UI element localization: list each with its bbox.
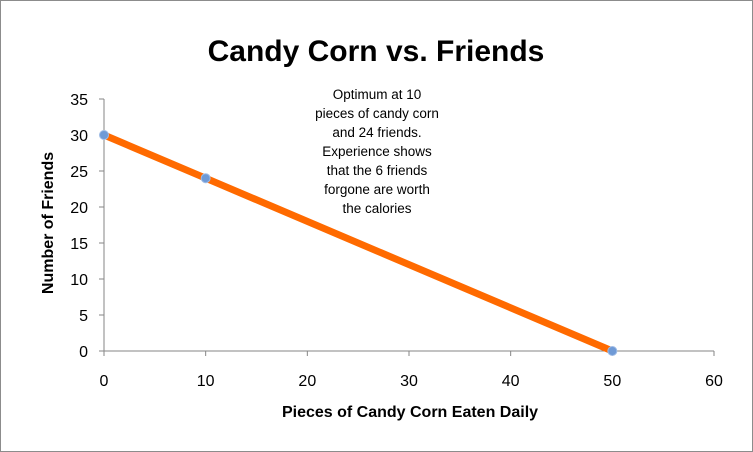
x-tick-label: 40 <box>502 373 520 390</box>
x-tick-label: 10 <box>197 373 215 390</box>
annotation-line: Experience shows <box>322 144 432 159</box>
annotation-text: Optimum at 10 pieces of candy corn and 24 … <box>315 87 439 216</box>
y-tick-label: 0 <box>79 344 88 361</box>
y-tick-label: 35 <box>70 92 88 109</box>
x-tick-label: 50 <box>603 373 621 390</box>
annotation-line: that the 6 friends <box>327 163 428 178</box>
annotation-line: pieces of candy corn <box>315 106 439 121</box>
annotation-line: forgone are worth <box>324 182 430 197</box>
y-tick-label: 20 <box>70 200 88 217</box>
data-point <box>99 130 109 140</box>
chart-title: Candy Corn vs. Friends <box>208 35 545 68</box>
annotation-line: the calories <box>342 201 411 216</box>
series <box>99 130 618 356</box>
annotation-line: and 24 friends. <box>332 125 421 140</box>
ticks: 0 5 10 15 20 25 30 35 0 10 20 30 40 50 60 <box>70 92 723 390</box>
y-tick-label: 10 <box>70 272 88 289</box>
x-tick-label: 20 <box>298 373 316 390</box>
y-axis-label: Number of Friends <box>40 152 57 294</box>
y-tick-label: 30 <box>70 128 88 145</box>
data-point <box>607 346 618 356</box>
x-tick-label: 60 <box>705 373 723 390</box>
x-axis-label: Pieces of Candy Corn Eaten Daily <box>282 404 538 421</box>
annotation-line: Optimum at 10 <box>333 87 422 102</box>
x-tick-label: 0 <box>100 373 109 390</box>
y-tick-label: 15 <box>70 236 88 253</box>
data-point <box>200 173 211 184</box>
y-tick-label: 5 <box>79 308 88 325</box>
y-tick-label: 25 <box>70 164 88 181</box>
x-tick-label: 30 <box>400 373 418 390</box>
